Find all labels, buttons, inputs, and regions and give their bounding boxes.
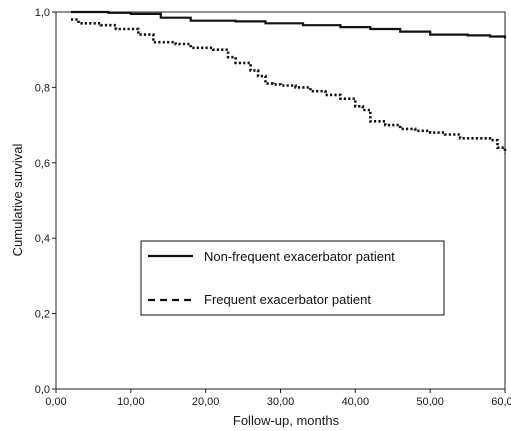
legend-box [140,240,445,316]
series-layer [71,10,507,154]
x-tick-label: 60,00 [491,396,511,408]
y-tick-label: 0,4 [35,233,50,245]
y-tick-label: 0,2 [35,309,50,321]
plot-frame [55,11,506,390]
series-line-0 [71,10,507,39]
legend-label-non-frequent: Non-frequent exacerbator patient [204,249,395,264]
y-tick-label: 0,8 [35,82,50,94]
x-axis-label: Follow-up, months [233,413,340,428]
x-tick-label: 30,00 [267,396,295,408]
x-tick-label: 20,00 [192,396,220,408]
x-tick-label: 40,00 [342,396,370,408]
x-tick-label: 10,00 [117,396,145,408]
y-tick-label: 0,6 [35,158,50,170]
axis-ticks: 0,0 0,2 0,4 0,6 0,8 1,0 0,00 10,00 20,00 30,00 40,… [35,7,511,408]
x-tick-label: 50,00 [416,396,444,408]
series-line-1 [71,18,507,154]
y-tick-label: 1,0 [35,7,50,19]
legend-label-frequent: Frequent exacerbator patient [204,292,371,307]
x-tick-label: 0,00 [45,396,66,408]
y-axis-label: Cumulative survival [10,144,25,257]
plot-area [55,11,506,390]
y-tick-label: 0,0 [35,384,50,396]
legend: Non-frequent exacerbator patient Frequen… [140,240,445,316]
